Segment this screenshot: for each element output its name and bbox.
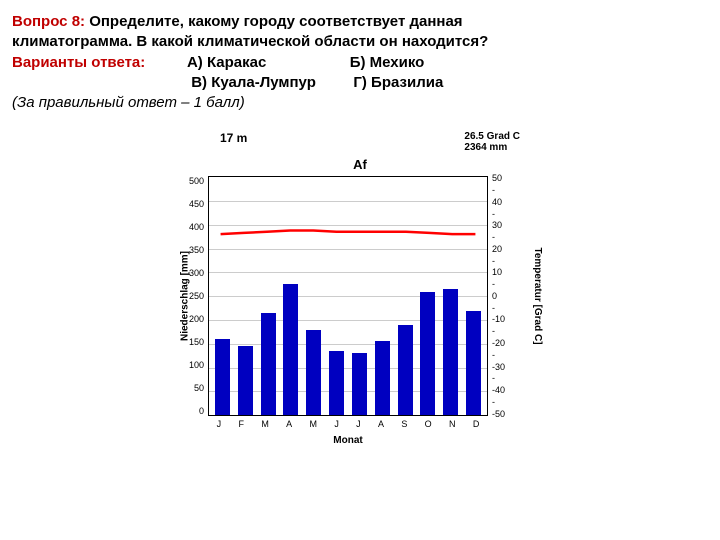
y-tick-right: 20: [492, 247, 502, 252]
x-tick: F: [238, 419, 244, 429]
y-tick-right: -: [492, 400, 495, 405]
y-tick-left: 0: [199, 406, 204, 416]
x-tick: O: [425, 419, 432, 429]
chart-title: Af: [170, 157, 550, 172]
y-tick-right: -: [492, 212, 495, 217]
y-tick-right: 40: [492, 200, 502, 205]
plot-area: [208, 176, 488, 416]
y-axis-right: 50-40-30-20-10-0--10--20--30--40--50: [488, 176, 520, 416]
y-tick-right: -40: [492, 388, 505, 393]
option-a: А) Каракас: [187, 54, 266, 71]
y-tick-left: 250: [189, 291, 204, 301]
question-text-2: климатограмма. В какой климатической обл…: [12, 33, 488, 50]
x-tick: S: [401, 419, 407, 429]
y-tick-left: 500: [189, 176, 204, 186]
question-label: Вопрос 8:: [12, 13, 85, 30]
question-text-1: Определите, какому городу соответствует …: [89, 13, 462, 30]
y-tick-right: -: [492, 188, 495, 193]
x-tick: M: [261, 419, 269, 429]
x-tick: J: [334, 419, 339, 429]
y-tick-right: -: [492, 235, 495, 240]
y-tick-right: 50: [492, 176, 502, 181]
y-tick-right: -: [492, 306, 495, 311]
y-tick-right: 10: [492, 270, 502, 275]
y-tick-left: 100: [189, 360, 204, 370]
x-tick: A: [286, 419, 292, 429]
option-b: Б) Мехико: [350, 54, 425, 71]
y-tick-left: 350: [189, 245, 204, 255]
y-tick-left: 150: [189, 337, 204, 347]
x-axis: JFMAMJJASOND: [208, 419, 488, 429]
y-label-left: Niederschlag [mm]: [180, 251, 191, 341]
x-tick: D: [473, 419, 480, 429]
y-tick-left: 50: [194, 383, 204, 393]
x-tick: J: [356, 419, 361, 429]
x-label: Monat: [208, 435, 488, 446]
climatogram: 17 m 26.5 Grad C 2364 mm Af Niederschlag…: [170, 131, 550, 446]
y-tick-right: -: [492, 329, 495, 334]
y-tick-left: 200: [189, 314, 204, 324]
x-tick: M: [309, 419, 317, 429]
y-tick-right: -: [492, 376, 495, 381]
scoring-note: (За правильный ответ – 1 балл): [12, 94, 245, 111]
x-tick: N: [449, 419, 456, 429]
y-tick-right: 30: [492, 223, 502, 228]
y-tick-left: 400: [189, 222, 204, 232]
summary-temp: 26.5 Grad C: [464, 131, 520, 142]
answers-label: Варианты ответа:: [12, 54, 145, 71]
y-tick-left: 300: [189, 268, 204, 278]
y-tick-right: -20: [492, 341, 505, 346]
x-tick: A: [378, 419, 384, 429]
x-tick: J: [217, 419, 222, 429]
y-tick-left: 450: [189, 199, 204, 209]
y-tick-right: -: [492, 353, 495, 358]
y-tick-right: 0: [492, 294, 497, 299]
y-tick-right: -30: [492, 365, 505, 370]
y-tick-right: -10: [492, 317, 505, 322]
y-tick-right: -: [492, 282, 495, 287]
option-g: Г) Бразилиа: [353, 74, 443, 91]
y-tick-right: -50: [492, 412, 505, 417]
elevation-label: 17 m: [220, 131, 247, 153]
y-label-right: Temperatur [Grad C]: [532, 248, 543, 345]
summary-precip: 2364 mm: [464, 142, 507, 153]
temp-line: [209, 177, 487, 415]
option-v: В) Куала-Лумпур: [191, 74, 316, 91]
y-tick-right: -: [492, 259, 495, 264]
